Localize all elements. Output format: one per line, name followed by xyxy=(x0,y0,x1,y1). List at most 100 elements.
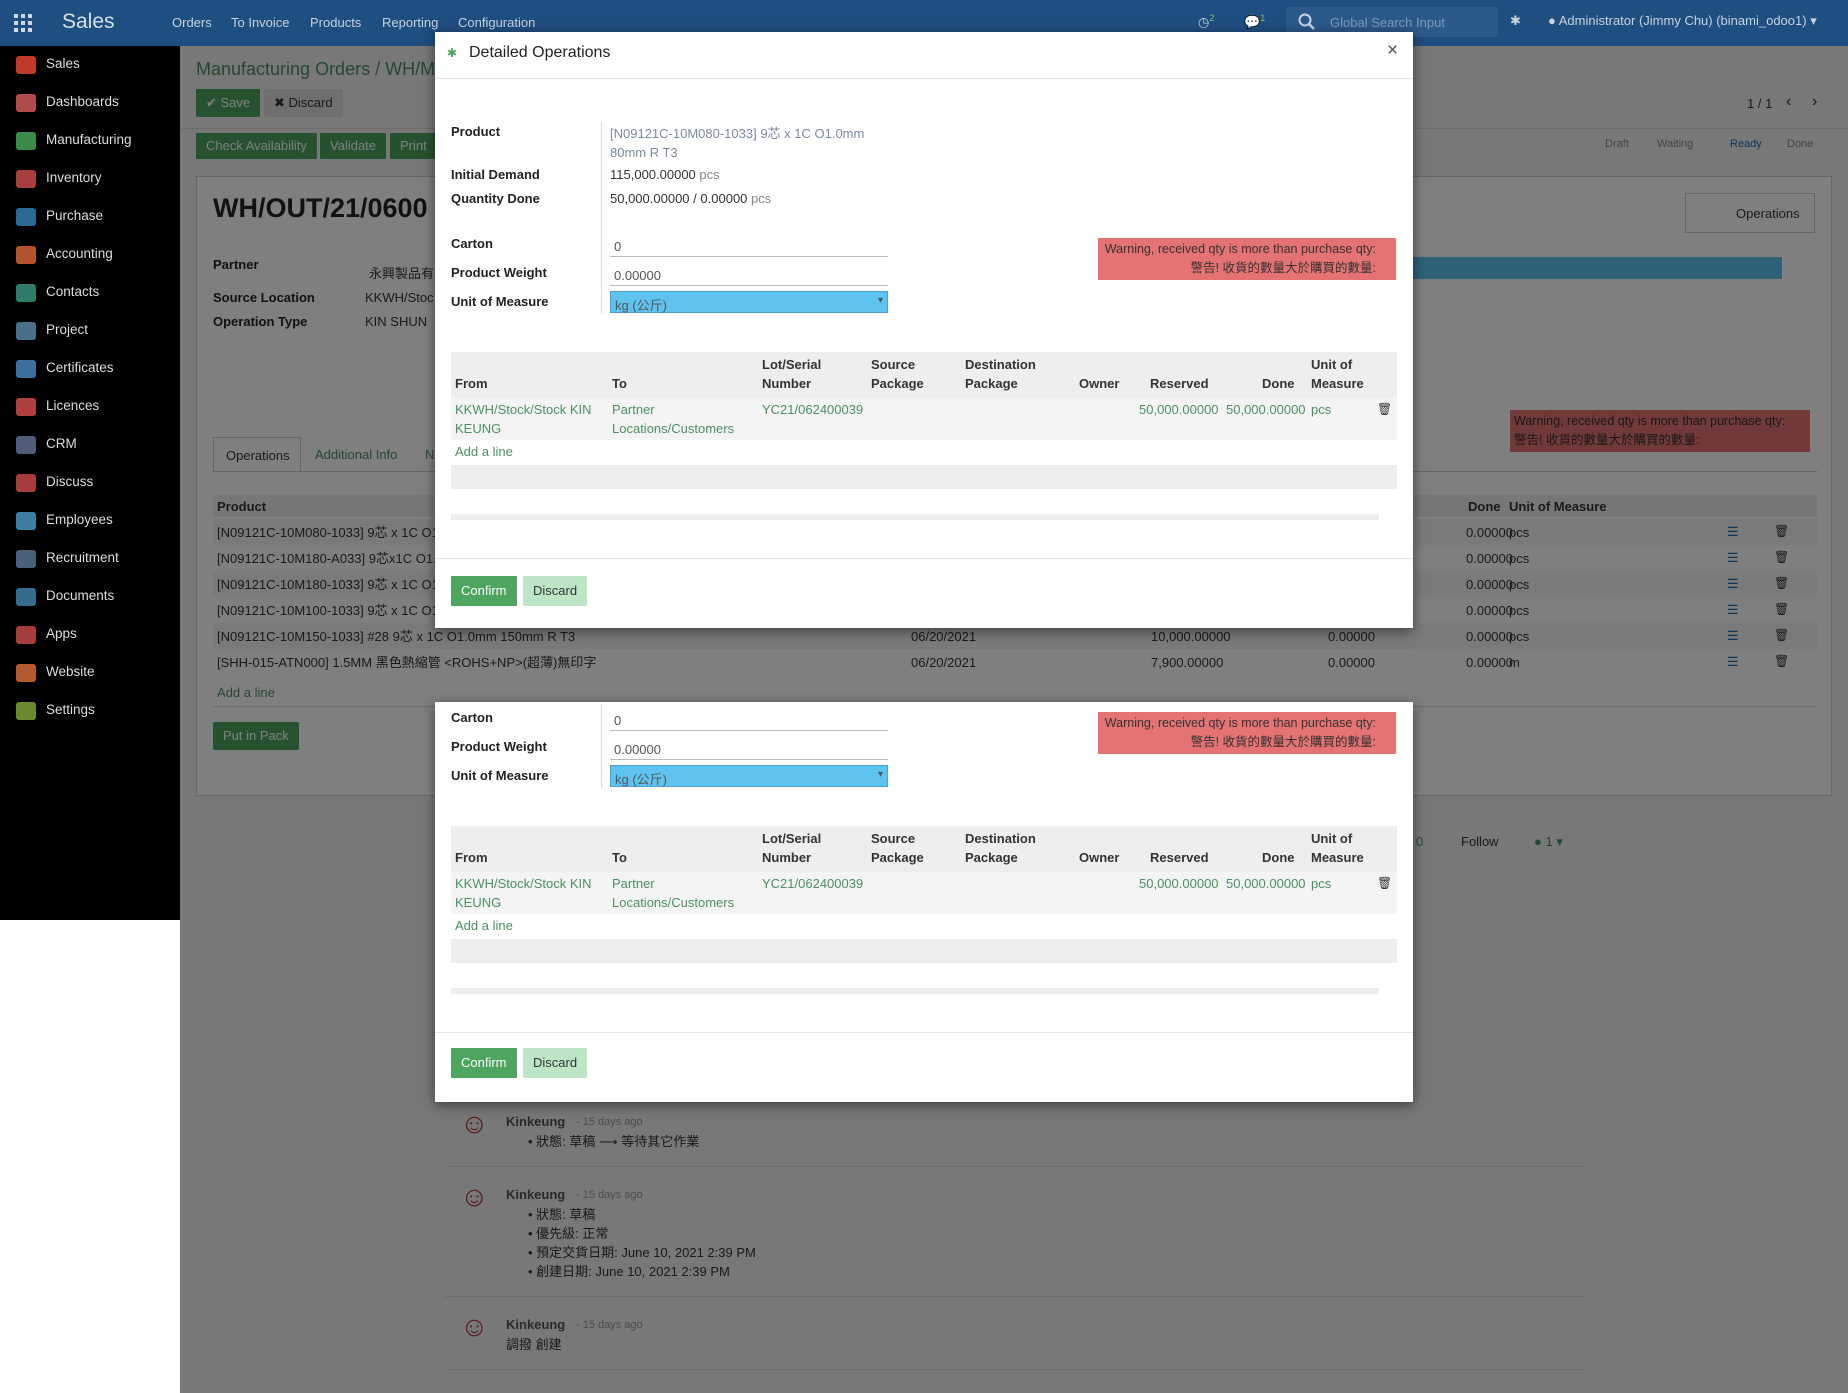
add-line-link[interactable]: Add a line xyxy=(455,444,513,459)
sidebar-item-label: Apps xyxy=(46,626,77,641)
confirm-button[interactable]: Confirm xyxy=(451,1048,517,1078)
sidebar-item-project[interactable]: Project xyxy=(0,312,180,350)
table-footer xyxy=(451,465,1397,489)
initial-demand-uom: pcs xyxy=(699,167,720,182)
lot-header-line1: Lot/Serial xyxy=(762,831,822,846)
table-footer xyxy=(451,939,1397,963)
sidebar-item-inventory[interactable]: Inventory xyxy=(0,160,180,198)
sidebar-item-settings[interactable]: Settings xyxy=(0,692,180,730)
product-weight-input[interactable]: 0.00000 xyxy=(610,262,888,286)
menu-orders[interactable]: Orders xyxy=(172,15,212,30)
sidebar-item-website[interactable]: Website xyxy=(0,654,180,692)
sidebar-item-dashboards[interactable]: Dashboards xyxy=(0,84,180,122)
sidebar-item-certificates[interactable]: Certificates xyxy=(0,350,180,388)
quantity-done-uom: pcs xyxy=(751,191,772,206)
horizontal-scrollbar[interactable] xyxy=(451,514,1379,520)
warning-message: Warning, received qty is more than purch… xyxy=(1098,712,1396,754)
sidebar-item-sales[interactable]: Sales xyxy=(0,46,180,84)
apps-grid-icon[interactable] xyxy=(14,14,32,32)
uom-header-line2: Measure xyxy=(1311,850,1364,865)
menu-products[interactable]: Products xyxy=(310,15,362,30)
destination-package-header-line1: Destination xyxy=(965,357,1036,372)
message-count: 1 xyxy=(1260,13,1266,23)
caret-down-icon: ▾ xyxy=(877,295,883,306)
uom-select[interactable]: kg (公斤) ▾ xyxy=(610,291,888,313)
carton-label: Carton xyxy=(451,236,493,251)
close-icon[interactable]: × xyxy=(1387,40,1399,61)
detailed-operations-dialog-duplicate: Carton 0 Product Weight 0.00000 Unit of … xyxy=(435,702,1413,1102)
sidebar-item-purchase[interactable]: Purchase xyxy=(0,198,180,236)
done-column-header: Done xyxy=(1262,376,1295,391)
line-to-1: Partner xyxy=(612,402,655,417)
carton-input[interactable]: 0 xyxy=(610,233,888,257)
move-lines-header: From To Lot/Serial Number Source Package D… xyxy=(451,826,1397,872)
project-app-icon xyxy=(16,322,36,340)
discuss-app-icon xyxy=(16,474,36,492)
add-line-link[interactable]: Add a line xyxy=(455,918,513,933)
line-to-1: Partner xyxy=(612,876,655,891)
sidebar-item-discuss[interactable]: Discuss xyxy=(0,464,180,502)
sidebar-item-crm[interactable]: CRM xyxy=(0,426,180,464)
activity-icon[interactable]: ◷2 xyxy=(1198,13,1215,30)
confirm-button[interactable]: Confirm xyxy=(451,576,517,606)
menu-to-invoice[interactable]: To Invoice xyxy=(231,15,290,30)
quantity-done-value: 50,000.00000 / 0.00000 pcs xyxy=(610,191,771,206)
carton-input[interactable]: 0 xyxy=(610,707,888,731)
menu-configuration[interactable]: Configuration xyxy=(458,15,536,30)
sidebar-item-apps[interactable]: Apps xyxy=(0,616,180,654)
employees-app-icon xyxy=(16,512,36,530)
sidebar-item-contacts[interactable]: Contacts xyxy=(0,274,180,312)
uom-header-line1: Unit of xyxy=(1311,831,1353,846)
sidebar-item-employees[interactable]: Employees xyxy=(0,502,180,540)
sidebar-item-accounting[interactable]: Accounting xyxy=(0,236,180,274)
sidebar-item-label: Purchase xyxy=(46,208,104,223)
lot-header-line2: Number xyxy=(762,376,812,391)
line-reserved: 50,000.00000 xyxy=(1139,876,1219,891)
sidebar-item-label: Recruitment xyxy=(46,550,119,565)
line-to-2: Locations/Customers xyxy=(612,895,735,910)
field-separator xyxy=(601,122,602,244)
move-line-row[interactable]: KKWH/Stock/Stock KIN KEUNG Partner Locatio… xyxy=(451,872,1397,914)
uom-column-header: Unit of Measure xyxy=(1311,829,1364,867)
line-done: 50,000.00000 xyxy=(1226,402,1306,417)
bug-icon[interactable]: ✱ xyxy=(1510,13,1521,28)
uom-header-line1: Unit of xyxy=(1311,357,1353,372)
product-weight-label: Product Weight xyxy=(451,739,547,754)
destination-package-header-line2: Package xyxy=(965,376,1018,391)
apps-app-icon xyxy=(16,626,36,644)
website-app-icon xyxy=(16,664,36,682)
line-to: Partner Locations/Customers xyxy=(612,400,734,438)
trash-icon[interactable]: 🗑 xyxy=(1377,876,1393,890)
sidebar-item-licences[interactable]: Licences xyxy=(0,388,180,426)
line-from-1: KKWH/Stock/Stock KIN xyxy=(455,876,592,891)
product-weight-input[interactable]: 0.00000 xyxy=(610,736,888,760)
uom-select[interactable]: kg (公斤) ▾ xyxy=(610,765,888,787)
lot-column-header: Lot/Serial Number xyxy=(762,355,821,393)
destination-package-header-line2: Package xyxy=(965,850,1018,865)
sidebar-item-label: Project xyxy=(46,322,89,337)
menu-reporting[interactable]: Reporting xyxy=(382,15,439,30)
sidebar-item-label: Manufacturing xyxy=(46,132,132,147)
sidebar-item-documents[interactable]: Documents xyxy=(0,578,180,616)
user-menu[interactable]: ● Administrator (Jimmy Chu) (binami_odoo… xyxy=(1548,13,1817,28)
messages-icon[interactable]: 💬1 xyxy=(1244,13,1266,30)
app-sidebar: Sales Dashboards Manufacturing Inventory Pur… xyxy=(0,46,180,920)
line-from-2: KEUNG xyxy=(455,895,502,910)
trash-icon[interactable]: 🗑 xyxy=(1377,402,1393,416)
quantity-done-reserved: 0.00000 xyxy=(700,191,748,206)
product-value-line2: 80mm R T3 xyxy=(610,145,678,160)
sidebar-item-recruitment[interactable]: Recruitment xyxy=(0,540,180,578)
discard-button[interactable]: Discard xyxy=(523,1048,588,1078)
move-line-row[interactable]: KKWH/Stock/Stock KIN KEUNG Partner Locatio… xyxy=(451,398,1397,440)
horizontal-scrollbar[interactable] xyxy=(451,988,1379,994)
inventory-app-icon xyxy=(16,170,36,188)
manufacturing-app-icon xyxy=(16,132,36,150)
uom-select-value: kg (公斤) xyxy=(615,298,668,313)
sidebar-item-manufacturing[interactable]: Manufacturing xyxy=(0,122,180,160)
search-placeholder: Global Search Input xyxy=(1330,15,1445,30)
initial-demand-value: 115,000.00000 pcs xyxy=(610,167,720,182)
reserved-column-header: Reserved xyxy=(1150,376,1209,391)
sales-app-icon xyxy=(16,56,36,74)
discard-button[interactable]: Discard xyxy=(523,576,588,606)
dialog-title: Detailed Operations xyxy=(469,44,611,61)
